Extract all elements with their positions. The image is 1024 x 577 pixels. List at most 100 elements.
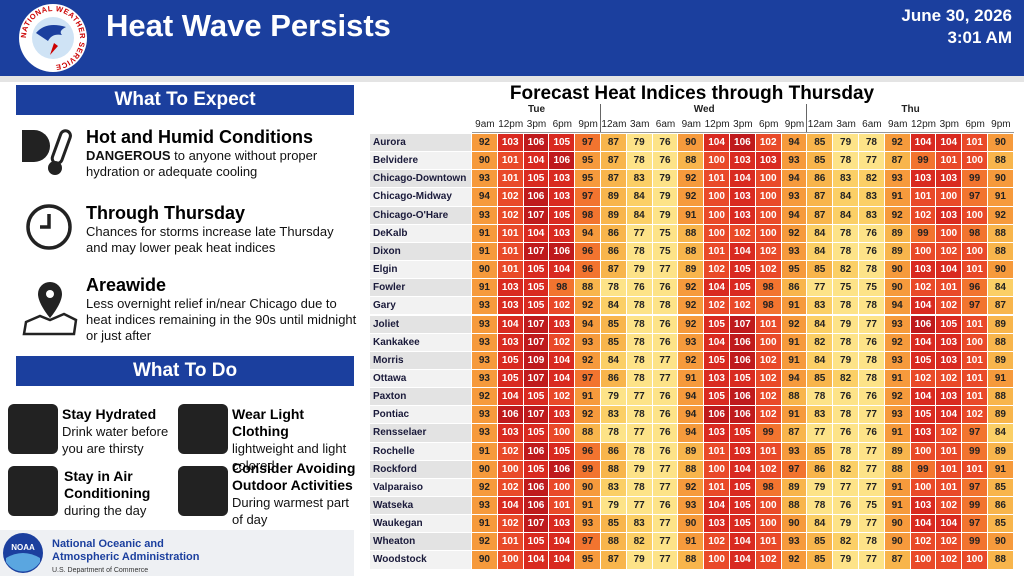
heat-cell: 76 (652, 152, 678, 170)
heat-cell: 105 (523, 460, 549, 478)
heat-cell: 99 (962, 533, 987, 551)
heat-cell: 88 (988, 152, 1013, 170)
heat-cell: 100 (910, 478, 936, 496)
heat-cell: 93 (575, 333, 600, 351)
heat-cell: 102 (755, 369, 781, 388)
heat-cell: 93 (884, 170, 910, 188)
heat-cell: 100 (962, 206, 987, 224)
item-text: to anyone without proper hydration or ad… (86, 148, 318, 179)
heat-cell: 78 (626, 297, 652, 315)
heat-cell: 103 (549, 188, 575, 206)
heat-cell: 104 (910, 388, 936, 406)
heat-cell: 105 (523, 424, 549, 442)
heat-cell: 97 (575, 369, 600, 388)
heat-cell: 85 (988, 515, 1013, 533)
expect-heading: What To Expect (16, 85, 354, 115)
heat-cell: 79 (833, 315, 858, 333)
time-label: 3pm (939, 119, 960, 130)
heat-cell: 84 (807, 515, 833, 533)
time-label: 9pm (578, 119, 598, 130)
heat-cell: 104 (936, 515, 962, 533)
heat-cell: 101 (936, 152, 962, 170)
heat-cell: 104 (730, 242, 755, 261)
heat-cell: 90 (678, 515, 704, 533)
sun-thermometer-icon (22, 129, 72, 175)
heat-cell: 91 (472, 515, 497, 533)
heat-cell: 103 (549, 170, 575, 188)
heat-cell: 89 (601, 206, 626, 224)
heat-cell: 89 (988, 351, 1013, 369)
heat-cell: 100 (704, 206, 729, 224)
city-label: DeKalb (370, 224, 471, 242)
heat-cell: 100 (962, 242, 987, 261)
heat-cell: 101 (755, 533, 781, 551)
heat-cell: 98 (755, 297, 781, 315)
heat-cell: 103 (704, 424, 729, 442)
heat-cell: 93 (472, 351, 497, 369)
heat-cell: 88 (678, 152, 704, 170)
city-label: Elgin (370, 261, 471, 279)
heat-cell: 105 (497, 369, 523, 388)
todo-item: Wear Light Clothing lightweight and light… (232, 406, 357, 474)
heat-cell: 104 (704, 134, 729, 152)
heat-cell: 87 (601, 551, 626, 569)
heat-cell: 105 (523, 533, 549, 551)
heat-cell: 104 (523, 551, 549, 569)
heat-cell: 91 (884, 188, 910, 206)
heat-cell: 91 (575, 497, 600, 515)
header-rule (472, 132, 1014, 133)
time-label: 3pm (526, 119, 547, 130)
heat-cell: 92 (575, 351, 600, 369)
clock-icon (26, 204, 72, 250)
heat-cell: 105 (549, 206, 575, 224)
heat-cell: 88 (988, 551, 1013, 569)
heat-cell: 84 (833, 188, 858, 206)
heat-cell: 86 (601, 442, 626, 460)
heat-cell: 93 (781, 533, 807, 551)
item-title: Areawide (86, 275, 167, 295)
time-label: 6pm (552, 119, 573, 130)
heat-cell: 102 (962, 406, 987, 424)
heat-cell: 77 (859, 478, 884, 496)
heat-cell: 87 (601, 152, 626, 170)
heat-cell: 88 (988, 224, 1013, 242)
heat-cell: 106 (523, 478, 549, 496)
heat-cell: 101 (755, 442, 781, 460)
heat-cell: 104 (730, 551, 755, 569)
heat-cell: 93 (884, 351, 910, 369)
heat-cell: 76 (652, 333, 678, 351)
heat-cell: 97 (575, 134, 600, 152)
heat-cell: 105 (730, 424, 755, 442)
heat-cell: 87 (884, 152, 910, 170)
heat-cell: 87 (807, 188, 833, 206)
heat-cell: 77 (859, 515, 884, 533)
heat-cell: 95 (781, 261, 807, 279)
heat-cell: 105 (523, 279, 549, 297)
heat-cell: 104 (549, 551, 575, 569)
heat-cell: 102 (755, 551, 781, 569)
heat-cell: 88 (678, 460, 704, 478)
heat-cell: 78 (833, 406, 858, 424)
heat-cell: 106 (730, 351, 755, 369)
heat-cell: 77 (859, 460, 884, 478)
heat-cell: 87 (781, 424, 807, 442)
item-text: Chances for storms increase late Thursda… (86, 224, 334, 255)
city-label: Belvidere (370, 152, 471, 170)
heat-cell: 93 (781, 242, 807, 261)
expect-item: Hot and Humid Conditions DANGEROUS to any… (86, 126, 358, 180)
heat-cell: 93 (884, 315, 910, 333)
heat-cell: 92 (884, 333, 910, 351)
heat-cell: 83 (807, 297, 833, 315)
heat-cell: 100 (962, 333, 987, 351)
heat-cell: 94 (678, 388, 704, 406)
heat-cell: 85 (807, 134, 833, 152)
heat-cell: 101 (704, 478, 729, 496)
heat-cell: 78 (626, 152, 652, 170)
heat-cell: 76 (833, 424, 858, 442)
heat-cell: 100 (962, 152, 987, 170)
heat-cell: 102 (704, 533, 729, 551)
heat-cell: 104 (497, 497, 523, 515)
day-label: Thu (901, 104, 920, 115)
heat-cell: 109 (523, 351, 549, 369)
